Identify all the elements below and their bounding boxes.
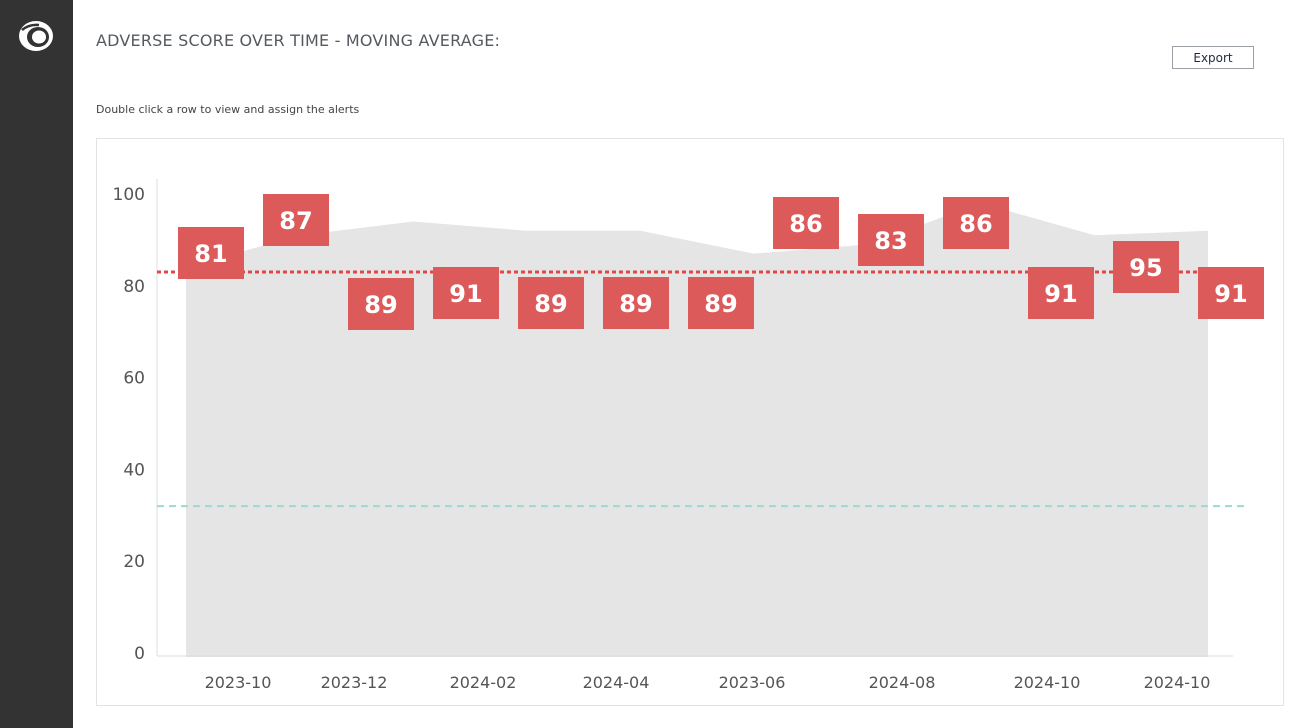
value-label-box [603, 277, 669, 329]
chart-container: 0 20 40 60 80 100 2023-10 2023-12 2024-02 2024-04… [96, 138, 1284, 706]
export-button[interactable]: Export [1172, 46, 1254, 69]
value-label-box [178, 227, 244, 279]
value-label: 91 [1044, 280, 1077, 308]
y-tick-label: 60 [123, 369, 145, 389]
value-label-box [773, 197, 839, 249]
value-label: 86 [789, 210, 822, 238]
value-label-box [1198, 267, 1264, 319]
value-label: 89 [704, 290, 737, 318]
value-label-box [433, 267, 499, 319]
value-label: 91 [1214, 280, 1247, 308]
value-label: 86 [959, 210, 992, 238]
y-tick-label: 0 [134, 644, 145, 664]
x-tick-label: 2023-06 [719, 673, 786, 692]
x-tick-label: 2023-10 [205, 673, 272, 692]
value-label-box [943, 197, 1009, 249]
instruction-text: Double click a row to view and assign th… [96, 103, 360, 116]
value-label: 95 [1129, 254, 1162, 282]
x-tick-label: 2024-04 [583, 673, 650, 692]
y-tick-label: 20 [123, 552, 145, 572]
x-tick-label: 2024-08 [869, 673, 936, 692]
y-tick-label: 100 [113, 185, 145, 205]
eye-logo-icon[interactable] [17, 18, 55, 54]
value-label: 87 [279, 207, 312, 235]
value-label: 91 [449, 280, 482, 308]
value-label-box [858, 214, 924, 266]
value-label-box [1028, 267, 1094, 319]
value-label-box [1113, 241, 1179, 293]
value-label-box [688, 277, 754, 329]
value-label-box [348, 278, 414, 330]
x-tick-label: 2023-12 [321, 673, 388, 692]
value-label-box [263, 194, 329, 246]
page-title: ADVERSE SCORE OVER TIME - MOVING AVERAGE… [96, 31, 501, 50]
value-label: 89 [364, 291, 397, 319]
value-label: 89 [619, 290, 652, 318]
sidebar [0, 0, 73, 728]
y-tick-label: 40 [123, 460, 145, 480]
y-tick-label: 80 [123, 277, 145, 297]
value-label: 89 [534, 290, 567, 318]
value-label-box [518, 277, 584, 329]
x-tick-label: 2024-10 [1144, 673, 1211, 692]
value-label: 81 [194, 240, 227, 268]
value-label: 83 [874, 227, 907, 255]
x-tick-label: 2024-02 [450, 673, 517, 692]
adverse-score-chart: 0 20 40 60 80 100 2023-10 2023-12 2024-02 2024-04… [113, 179, 1264, 692]
x-tick-label: 2024-10 [1014, 673, 1081, 692]
